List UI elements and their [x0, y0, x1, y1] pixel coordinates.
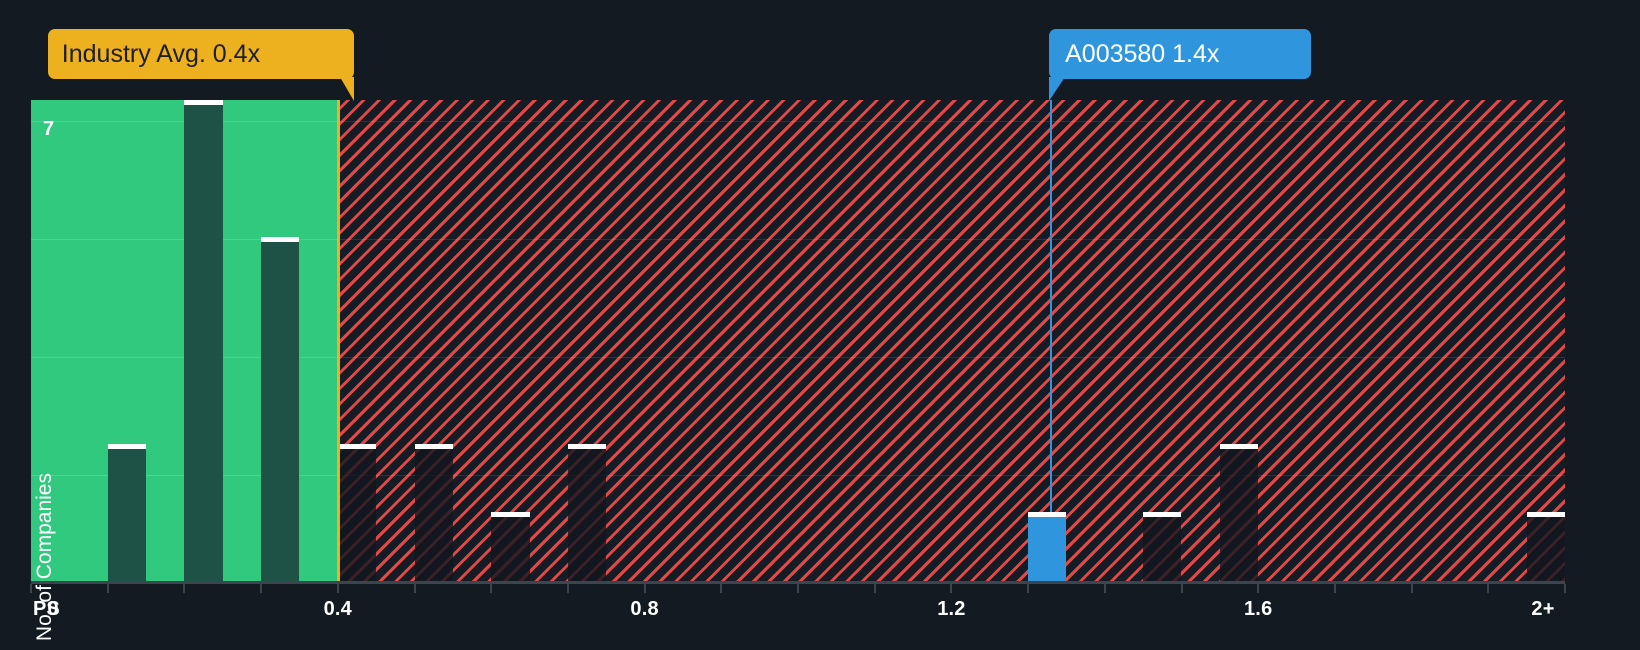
bar-body	[1219, 448, 1259, 581]
x-axis-tick	[1410, 584, 1413, 593]
bar-body	[1028, 517, 1067, 581]
bar-body	[184, 105, 223, 581]
bar-cap	[491, 512, 530, 518]
bar-cap	[261, 237, 300, 243]
x-axis-tick-label: 0.4	[323, 598, 352, 620]
red-zone-gridlines	[337, 100, 1565, 581]
x-axis-tick-label: 1.6	[1243, 598, 1273, 620]
x-axis-tick	[797, 584, 799, 593]
x-axis-tick	[1103, 584, 1106, 593]
y-axis-max-value: 7	[43, 118, 55, 140]
bar[interactable]	[184, 100, 223, 581]
x-axis-tick	[1257, 584, 1260, 593]
tooltip-tail-icon	[339, 77, 354, 101]
bar-cap	[1143, 512, 1182, 518]
x-axis-tick	[490, 584, 493, 593]
x-axis-tick-label: 0	[47, 598, 59, 620]
company-marker-line	[1050, 100, 1053, 513]
x-axis-tick	[643, 584, 646, 593]
bar-body	[107, 448, 147, 581]
tooltip-tail-icon	[1049, 77, 1066, 101]
x-axis-tick	[950, 584, 953, 593]
x-axis-tick	[106, 584, 109, 593]
bar-cap	[337, 443, 377, 449]
x-axis-tick	[873, 584, 876, 593]
bar-body	[491, 517, 530, 581]
bar-body	[1143, 517, 1182, 581]
bar[interactable]	[414, 443, 453, 581]
industry-average-tooltip-label: Industry Avg. 0.4x	[61, 39, 261, 68]
bar-cap	[567, 443, 607, 449]
gridline-3	[337, 475, 1565, 476]
overvalued-zone	[337, 100, 1565, 581]
x-axis-tick	[336, 584, 339, 593]
bar-body	[567, 448, 607, 581]
x-axis-tick	[720, 584, 723, 593]
x-axis-tick	[413, 584, 416, 593]
x-axis-tick	[566, 584, 569, 593]
bar-cap	[107, 443, 147, 449]
bar-cap	[414, 443, 453, 449]
bar-cap	[1219, 443, 1259, 449]
plot-area	[31, 100, 1565, 581]
bar-cap	[1028, 512, 1067, 518]
x-axis-tick	[260, 584, 263, 593]
bar[interactable]	[1219, 443, 1259, 581]
industry-average-marker-line	[336, 100, 340, 581]
bar-body	[337, 448, 377, 581]
bar[interactable]	[261, 237, 300, 581]
x-axis-prefix-label: PS	[33, 598, 60, 620]
company-tooltip[interactable]: A003580 1.4x	[1049, 29, 1312, 101]
x-axis-tick	[183, 584, 186, 593]
x-axis-tick	[1487, 584, 1490, 593]
x-axis-tick-label: 2+	[1531, 598, 1555, 620]
bar[interactable]	[1526, 512, 1565, 581]
x-axis-tick-label: 1.2	[937, 598, 966, 620]
company-tooltip-label: A003580 1.4x	[1065, 39, 1220, 68]
gridline-4	[337, 357, 1565, 358]
x-axis-tick	[1333, 584, 1336, 593]
bar[interactable]	[567, 443, 607, 581]
bar[interactable]	[491, 512, 530, 581]
bar[interactable]	[107, 443, 147, 581]
gridline-5	[337, 239, 1565, 240]
x-axis-tick	[1564, 584, 1566, 593]
bar-cap	[184, 100, 223, 105]
bar[interactable]	[337, 443, 377, 581]
x-axis-tick-label: 0.8	[630, 598, 659, 620]
x-axis-tick	[1027, 584, 1030, 593]
x-axis-tick	[30, 584, 32, 593]
bar-highlighted[interactable]	[1028, 512, 1067, 581]
industry-average-tooltip[interactable]: Industry Avg. 0.4x	[47, 29, 354, 101]
bar-body	[1526, 517, 1565, 581]
x-axis-line	[31, 581, 1565, 584]
bar-body	[414, 448, 453, 581]
bar[interactable]	[1143, 512, 1182, 581]
x-axis-tick	[1180, 584, 1183, 593]
bar-body	[261, 242, 300, 581]
bar-cap	[1526, 512, 1565, 518]
gridline-6	[337, 121, 1565, 122]
